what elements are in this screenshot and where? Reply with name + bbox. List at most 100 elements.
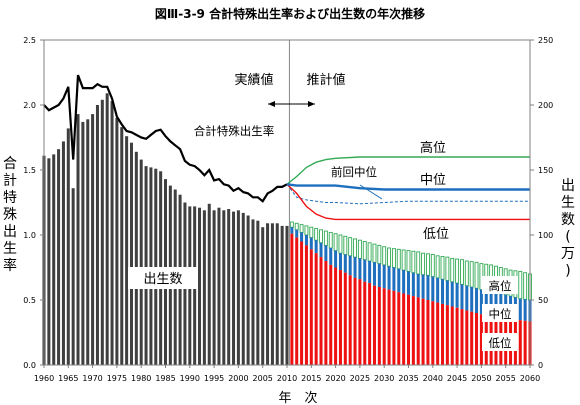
- birth-bar-low: [470, 311, 474, 365]
- birth-bar-high: [338, 234, 343, 254]
- birth-bar-actual: [66, 128, 70, 365]
- birth-bar-high: [416, 251, 421, 275]
- birth-bar-medium: [319, 242, 323, 258]
- birth-bar-actual: [275, 223, 279, 365]
- birth-bar-high: [406, 250, 411, 272]
- birth-bar-actual: [144, 166, 148, 365]
- high-label: 高位: [420, 140, 446, 156]
- axis-label-char: 生: [561, 195, 575, 211]
- birth-bar-low: [295, 237, 299, 365]
- axis-label-char: 数: [561, 212, 575, 228]
- bar-low-label-box: 低位: [482, 333, 518, 351]
- birth-bar-high: [319, 229, 323, 244]
- birth-bar-medium: [436, 277, 440, 303]
- birth-bar-actual: [71, 188, 75, 365]
- birth-bar-medium: [358, 258, 362, 280]
- x-tick-label: 2045: [447, 374, 467, 383]
- birth-bar-medium: [382, 264, 386, 289]
- birth-bar-medium: [470, 287, 474, 312]
- birth-bar-high: [464, 260, 469, 287]
- birth-bar-high: [382, 246, 387, 266]
- birth-bar-medium: [343, 254, 347, 273]
- birth-bar-high: [445, 256, 450, 281]
- y-right-tick-label: 100: [538, 231, 553, 240]
- birth-bar-low: [479, 314, 483, 365]
- birth-bar-actual: [120, 127, 124, 365]
- bar-medium-label-box: 中位: [482, 304, 518, 322]
- y-right-tick-label: 50: [538, 296, 548, 305]
- bar-medium-label: 中位: [489, 307, 512, 321]
- bar-high-label-box: 高位: [482, 276, 518, 294]
- birth-bar-actual: [198, 207, 202, 365]
- birth-bar-actual: [105, 93, 109, 366]
- birth-bar-low: [450, 306, 454, 365]
- birth-bar-low: [314, 253, 318, 365]
- x-tick-label: 2055: [496, 374, 516, 383]
- y-left-axis-label: 合計特殊出生率: [3, 156, 17, 274]
- birth-bar-actual: [115, 118, 119, 365]
- axis-label-char: 出: [3, 224, 17, 240]
- birth-bar-actual: [134, 151, 138, 365]
- tfr-actual-line: [43, 74, 288, 203]
- birth-bar-medium: [348, 255, 352, 276]
- birth-bar-low: [431, 301, 435, 365]
- birth-bar-medium: [445, 280, 449, 306]
- birth-bar-high: [518, 270, 523, 300]
- actual-label: 実績値: [234, 72, 273, 88]
- birth-bar-medium: [460, 284, 464, 310]
- x-tick-label: 1975: [107, 374, 127, 383]
- birth-bar-high: [425, 253, 430, 276]
- birth-bar-low: [304, 245, 308, 365]
- tfr-medium-line: [286, 183, 530, 191]
- birth-bar-actual: [100, 99, 104, 366]
- axis-label-char: ): [565, 263, 570, 279]
- birth-bar-medium: [402, 270, 406, 294]
- birth-bar-low: [382, 288, 386, 365]
- birth-bar-high: [343, 235, 348, 255]
- birth-bar-low: [523, 320, 527, 365]
- birth-bar-low: [324, 261, 328, 365]
- births-series-label: 出生数: [143, 272, 182, 287]
- birth-bar-high: [357, 239, 362, 259]
- birth-bar-medium: [295, 229, 299, 238]
- birth-bar-actual: [217, 207, 221, 365]
- birth-bar-high: [440, 256, 445, 280]
- x-tick-label: 2010: [277, 374, 297, 383]
- birth-bar-low: [309, 249, 313, 365]
- birth-bar-low: [368, 283, 372, 365]
- birth-bar-high: [450, 257, 455, 283]
- birth-bar-high: [391, 248, 396, 268]
- birth-bar-high: [294, 222, 299, 231]
- y-right-tick-label: 200: [538, 101, 553, 110]
- birth-bar-high: [430, 254, 435, 278]
- low-label: 低位: [423, 227, 449, 242]
- x-tick-label: 2030: [374, 374, 394, 383]
- birth-bar-low: [416, 297, 420, 365]
- birth-bar-low: [411, 296, 415, 365]
- axis-label-char: (: [565, 229, 570, 245]
- birth-bar-low: [441, 303, 445, 365]
- x-tick-label: 2050: [471, 374, 491, 383]
- birth-bar-medium: [518, 298, 522, 321]
- y-left-tick-label: 0.5: [23, 296, 36, 305]
- x-tick-label: 1970: [82, 374, 102, 383]
- birth-bar-actual: [81, 121, 85, 366]
- birth-bar-high: [309, 226, 314, 239]
- birth-bar-high: [469, 261, 474, 288]
- y-right-axis-label: 出生数(万): [561, 178, 575, 279]
- birth-bar-low: [329, 264, 333, 365]
- birth-bar-low: [358, 279, 362, 365]
- birth-bar-high: [372, 243, 377, 263]
- birth-bar-actual: [280, 225, 284, 365]
- birth-bar-medium: [300, 232, 304, 242]
- birth-bar-low: [465, 310, 469, 365]
- birth-bar-medium: [353, 257, 357, 278]
- birth-bar-high: [523, 272, 528, 300]
- x-tick-label: 2060: [520, 374, 540, 383]
- prev-medium-label: 前回中位: [331, 165, 377, 179]
- birth-bar-high: [377, 244, 382, 265]
- birth-bar-actual: [270, 223, 274, 365]
- prev-medium-pointer: [359, 184, 383, 200]
- birth-bar-actual: [52, 154, 56, 365]
- y-left-tick-label: 1.5: [23, 166, 36, 175]
